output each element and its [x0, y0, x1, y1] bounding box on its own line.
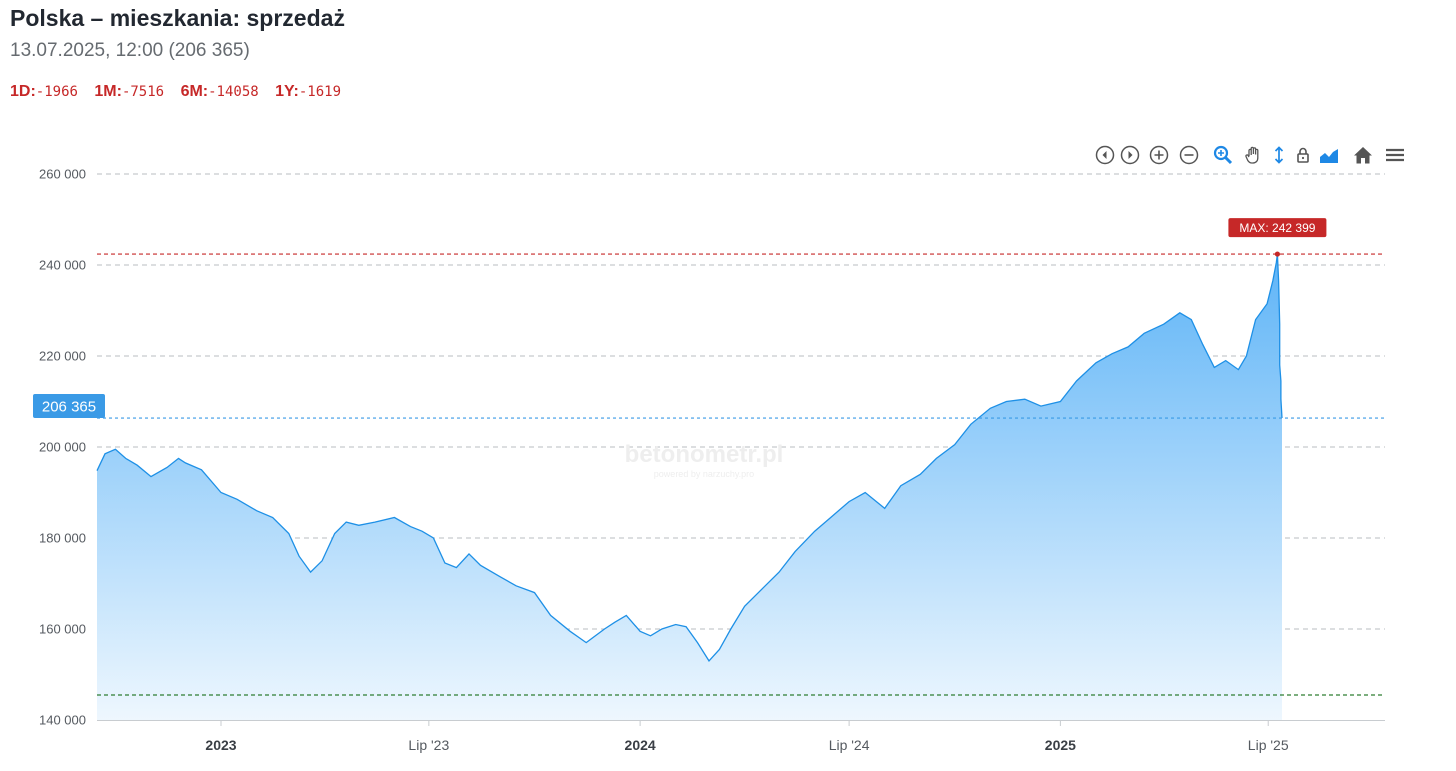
stat-label: 1M: — [94, 83, 122, 100]
stat-value: -7516 — [121, 84, 165, 100]
vertical-resize-icon[interactable] — [1268, 144, 1290, 166]
stat-1m: 1M:-7516 — [94, 83, 164, 101]
max-badge — [1228, 218, 1327, 238]
stat-value: -1966 — [35, 84, 78, 100]
change-stats: 1D:-1966 1M:-7516 6M:-14058 1Y:-1619 — [10, 83, 353, 101]
watermark-sub: powered by narzuchy.pro — [654, 469, 754, 479]
stat-1d: 1D:-1966 — [10, 83, 78, 101]
y-tick-label: 240 000 — [39, 258, 86, 273]
x-axis: 2023 Lip '23 2024 Lip '24 2025 Lip '25 — [97, 720, 1385, 753]
current-value-label: 206 365 — [42, 399, 96, 416]
timestamp-subtitle: 13.07.2025, 12:00 (206 365) — [10, 40, 250, 61]
max-point — [1274, 251, 1281, 257]
x-tick-label: 2024 — [625, 737, 656, 753]
x-tick-label: Lip '23 — [408, 737, 449, 753]
area-chart-icon[interactable] — [1318, 144, 1340, 166]
y-tick-label: 260 000 — [39, 167, 86, 182]
menu-icon[interactable] — [1384, 144, 1406, 166]
y-tick-label: 200 000 — [39, 440, 86, 455]
y-tick-label: 160 000 — [39, 622, 86, 637]
arrow-left-circle-icon[interactable] — [1094, 144, 1116, 166]
x-tick-label: Lip '24 — [829, 737, 870, 753]
y-axis: 140 000 160 000 180 000 200 000 220 000 240 0… — [39, 167, 86, 728]
stat-label: 1Y: — [275, 83, 299, 100]
hand-pan-icon[interactable] — [1243, 144, 1265, 166]
y-tick-label: 220 000 — [39, 349, 86, 364]
x-tick-label: Lip '25 — [1248, 737, 1289, 753]
max-label: MAX: 242 399 — [1239, 221, 1315, 235]
x-tick-label: 2023 — [205, 737, 236, 753]
lock-icon[interactable] — [1292, 144, 1314, 166]
watermark-main: betonometr.pl — [625, 441, 784, 468]
arrow-right-circle-icon[interactable] — [1119, 144, 1141, 166]
watermark: betonometr.pl powered by narzuchy.pro — [625, 441, 784, 479]
reference-lines: MAX: 242 399 206 365 — [33, 218, 1385, 696]
x-tick-label: 2025 — [1045, 737, 1076, 753]
price-area — [97, 254, 1282, 720]
stat-label: 1D: — [10, 83, 36, 100]
stat-label: 6M: — [180, 83, 209, 100]
y-tick-label: 140 000 — [39, 713, 86, 728]
y-tick-label: 180 000 — [39, 531, 86, 546]
zoom-in-circle-icon[interactable] — [1148, 144, 1170, 166]
home-icon[interactable] — [1352, 144, 1374, 166]
stat-6m: 6M:-14058 — [181, 83, 259, 101]
stat-value: -14058 — [208, 84, 259, 100]
price-line — [96, 254, 1283, 662]
current-value-badge — [33, 394, 105, 419]
stat-1y: 1Y:-1619 — [275, 83, 341, 101]
zoom-out-circle-icon[interactable] — [1178, 144, 1200, 166]
magnifier-icon[interactable] — [1212, 144, 1234, 166]
page-title: Polska – mieszkania: sprzedaż — [10, 5, 345, 31]
stat-value: -1619 — [298, 84, 342, 100]
